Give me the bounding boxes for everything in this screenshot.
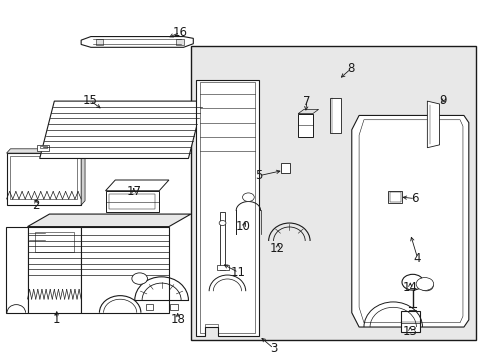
Circle shape (219, 221, 225, 226)
Circle shape (401, 274, 423, 290)
Text: 13: 13 (402, 325, 417, 338)
Polygon shape (298, 109, 318, 114)
Polygon shape (105, 180, 168, 191)
Polygon shape (329, 98, 340, 134)
Polygon shape (81, 37, 193, 47)
Text: 18: 18 (170, 312, 185, 326)
Text: 2: 2 (33, 199, 40, 212)
Text: 3: 3 (269, 342, 277, 355)
Polygon shape (37, 145, 49, 150)
Polygon shape (387, 191, 401, 203)
Text: 15: 15 (82, 94, 97, 107)
Polygon shape (281, 163, 289, 173)
Text: 6: 6 (410, 192, 418, 205)
Polygon shape (145, 304, 153, 310)
Polygon shape (27, 226, 81, 313)
Text: 12: 12 (269, 242, 285, 255)
Polygon shape (6, 153, 81, 205)
Circle shape (415, 278, 433, 291)
Text: 16: 16 (172, 26, 187, 39)
Text: 5: 5 (255, 169, 262, 182)
Text: 17: 17 (126, 185, 141, 198)
Polygon shape (5, 226, 27, 313)
Polygon shape (217, 265, 228, 270)
Polygon shape (105, 191, 159, 212)
Polygon shape (195, 80, 259, 336)
Bar (400, 311, 419, 332)
Text: 14: 14 (402, 281, 417, 294)
Circle shape (132, 273, 147, 284)
Polygon shape (427, 101, 439, 148)
Text: 4: 4 (413, 252, 421, 265)
Text: 10: 10 (236, 220, 250, 233)
Polygon shape (176, 39, 183, 45)
Polygon shape (96, 39, 103, 45)
Text: 1: 1 (53, 312, 61, 326)
Polygon shape (81, 149, 85, 205)
Polygon shape (351, 116, 468, 327)
Text: 8: 8 (346, 62, 354, 75)
Text: 9: 9 (439, 94, 447, 107)
Polygon shape (27, 214, 190, 226)
Circle shape (242, 193, 254, 202)
Polygon shape (6, 149, 85, 153)
Polygon shape (298, 114, 312, 137)
Polygon shape (169, 304, 177, 310)
Text: 7: 7 (303, 95, 310, 108)
Polygon shape (81, 226, 168, 313)
Bar (190, 45, 475, 339)
Polygon shape (40, 101, 203, 158)
Polygon shape (220, 212, 224, 270)
Circle shape (419, 281, 432, 291)
Text: 11: 11 (231, 266, 245, 279)
